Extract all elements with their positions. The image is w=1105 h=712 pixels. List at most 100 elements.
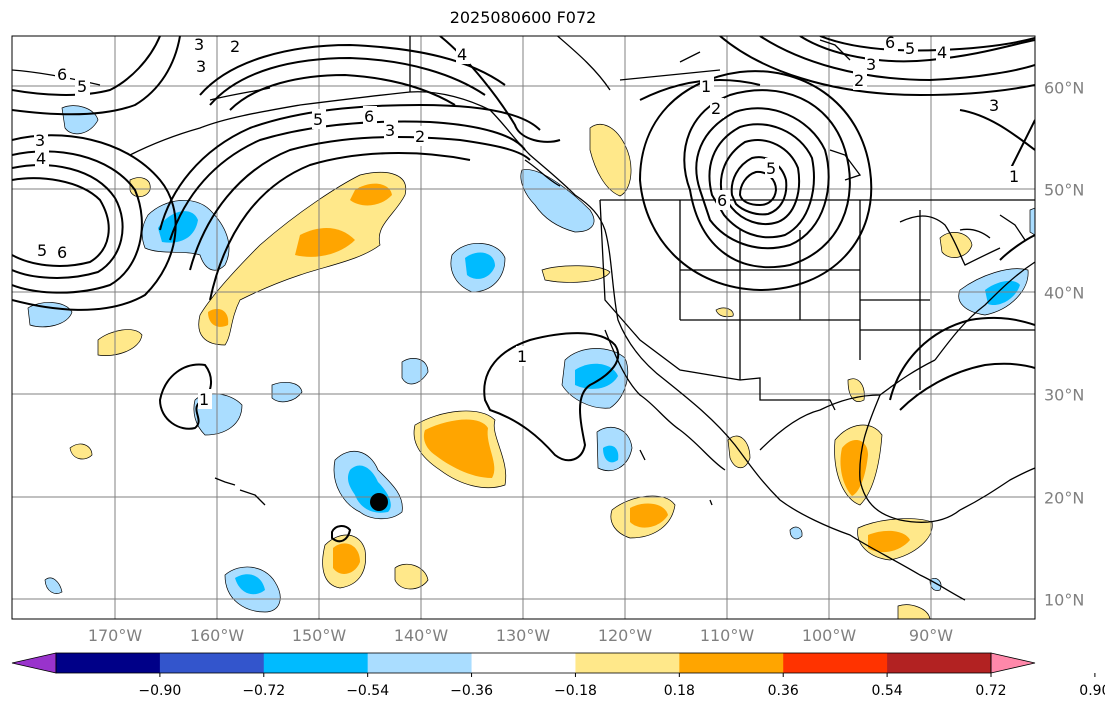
- positive-anomaly-area: [847, 378, 865, 402]
- positive-anomaly-area: [541, 265, 611, 283]
- colorbar-cell: [471, 653, 576, 673]
- negative-anomaly-area: [789, 526, 803, 540]
- contour-label: 3: [196, 57, 206, 76]
- contour-line: [708, 123, 815, 239]
- positive-anomaly-core: [630, 503, 668, 528]
- positive-anomaly-area: [589, 124, 632, 197]
- contour-labels: 2 3 4 6 5 3 5 6 3 2 3 4 5 6: [34, 33, 1022, 409]
- colorbar-cell: [679, 653, 784, 673]
- negative-anomaly-core: [575, 363, 618, 389]
- negative-anomaly-core: [465, 252, 495, 279]
- contour-line: [799, 36, 1035, 63]
- contour-line: [695, 107, 830, 250]
- contour-line: [730, 156, 788, 216]
- contour-label: 4: [457, 45, 467, 64]
- positive-anomaly-core: [423, 419, 495, 478]
- map-frame: [11, 35, 1036, 620]
- longitude-label: 110°W: [699, 626, 755, 645]
- negative-anomaly-core: [158, 211, 198, 243]
- contour-label: 2: [854, 71, 864, 90]
- contour-label: 6: [57, 65, 67, 84]
- anomaly-shading: [27, 105, 1035, 619]
- positive-anomaly-core: [295, 228, 355, 257]
- colorbar-tick-label: −0.18: [553, 683, 597, 699]
- positive-anomaly-core: [208, 308, 229, 327]
- contour-label: 6: [885, 33, 895, 52]
- colorbar: [11, 652, 1096, 677]
- contour-line: [12, 150, 143, 294]
- contour-line: [209, 56, 486, 106]
- contour-label: 3: [194, 35, 204, 54]
- longitude-label: 130°W: [495, 626, 551, 645]
- longitude-label: 170°W: [87, 626, 143, 645]
- colorbar-tick-label: −0.90: [138, 683, 182, 699]
- contour-label: 1: [1009, 167, 1019, 186]
- longitude-label: 160°W: [189, 626, 245, 645]
- contour-line: [189, 136, 531, 271]
- negative-anomaly-area: [44, 577, 63, 594]
- colorbar-cell: [263, 653, 369, 673]
- latitude-label: 50°N: [1044, 180, 1085, 200]
- latitude-label: 30°N: [1044, 385, 1085, 405]
- contour-line: [899, 362, 1035, 411]
- colorbar-extend-low: [11, 652, 57, 674]
- contour-line: [12, 36, 161, 96]
- contour-label: 6: [717, 191, 727, 210]
- contour-label: 3: [866, 55, 876, 74]
- contour-line: [759, 36, 1035, 82]
- longitude-label: 90°W: [908, 626, 954, 645]
- contour-label: 5: [313, 110, 323, 129]
- contour-line: [638, 70, 873, 292]
- colorbar-cell: [575, 653, 680, 673]
- contour-label: 5: [37, 241, 47, 260]
- negative-anomaly-area: [520, 169, 595, 233]
- positive-anomaly-area: [394, 563, 429, 590]
- contour-label: 6: [364, 107, 374, 126]
- contour-line: [999, 119, 1035, 261]
- colorbar-cell: [783, 653, 888, 673]
- colorbar-outline: [55, 652, 992, 674]
- contour-line: [229, 73, 456, 111]
- colorbar-cell: [367, 653, 473, 673]
- contour-label: 1: [701, 77, 711, 96]
- latitude-label: 20°N: [1044, 488, 1085, 508]
- contour-line: [209, 152, 471, 301]
- contour-line: [12, 177, 110, 267]
- contour-label: 4: [36, 149, 46, 168]
- colorbar-tick-label: 0.18: [663, 683, 695, 699]
- contour-line: [719, 139, 801, 226]
- colorbar-tick-label: −0.54: [346, 683, 390, 699]
- longitude-label: 150°W: [291, 626, 347, 645]
- colorbar-cell: [159, 653, 265, 673]
- longitude-label: 100°W: [801, 626, 857, 645]
- positive-anomaly-core: [868, 530, 910, 553]
- positive-anomaly-core: [333, 543, 360, 574]
- positive-anomaly-area: [897, 604, 931, 619]
- contour-label: 6: [57, 243, 67, 262]
- contour-line: [12, 164, 124, 279]
- colorbar-cell: [887, 653, 992, 673]
- contour-line: [683, 89, 851, 269]
- contour-label: 5: [77, 77, 87, 96]
- colorbar-tick-label: −0.72: [242, 683, 286, 699]
- contour-line: [199, 43, 506, 96]
- contour-line: [719, 36, 1035, 97]
- contour-label: 2: [230, 37, 240, 56]
- contour-label: 4: [937, 43, 947, 62]
- contour-label: 5: [905, 39, 915, 58]
- negative-anomaly-area: [61, 105, 99, 135]
- contour-label: 3: [385, 121, 395, 140]
- negative-anomaly-core: [603, 445, 619, 463]
- negative-anomaly-core: [985, 280, 1020, 306]
- contour-label: 2: [711, 99, 721, 118]
- map-panel: 2 3 4 6 5 3 5 6 3 2 3 4 5 6: [11, 33, 1036, 620]
- longitude-label: 140°W: [393, 626, 449, 645]
- contour-line: [12, 36, 181, 116]
- colorbar-tick-label: 0.36: [767, 683, 799, 699]
- contour-label: 3: [35, 131, 45, 150]
- latitude-label: 60°N: [1044, 78, 1085, 98]
- positive-anomaly-area: [715, 307, 734, 318]
- contour-label: 1: [517, 347, 527, 366]
- map-title: 2025080600 F072: [449, 8, 597, 27]
- contour-line: [738, 170, 778, 207]
